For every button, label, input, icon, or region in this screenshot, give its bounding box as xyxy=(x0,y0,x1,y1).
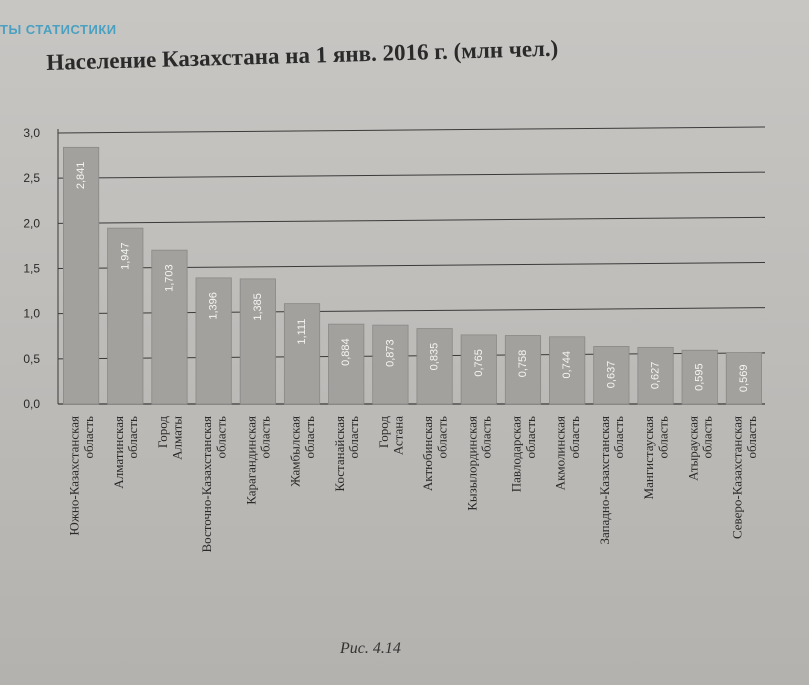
bar-value-label: 1,947 xyxy=(119,242,131,270)
bar xyxy=(151,249,188,405)
bar-value-label: 1,396 xyxy=(208,292,220,320)
x-category-label: Павлодарскаяобласть xyxy=(509,416,538,492)
bar xyxy=(107,227,144,405)
y-tick-label: 2,5 xyxy=(23,171,40,185)
bar-value-label: 0,569 xyxy=(738,365,750,393)
bar xyxy=(460,334,497,405)
bar-value-label: 0,627 xyxy=(650,362,662,390)
bar xyxy=(593,346,630,405)
x-category-label: Северо-Казахстанскаяобласть xyxy=(729,416,758,539)
bar xyxy=(416,328,453,405)
bar-value-label: 0,873 xyxy=(384,339,396,367)
bar xyxy=(283,303,321,405)
bar-value-label: 0,835 xyxy=(429,343,441,371)
bar-value-label: 0,884 xyxy=(340,338,352,366)
x-category-label: Костанайскаяобласть xyxy=(332,416,361,492)
bar-value-label: 0,637 xyxy=(605,361,617,389)
gridline xyxy=(57,171,766,179)
x-category-label: Акмолинскаяобласть xyxy=(553,416,582,490)
y-tick-label: 2,0 xyxy=(23,216,40,230)
bar-value-label: 1,385 xyxy=(252,293,264,321)
x-category-label: ГородАлматы xyxy=(155,416,184,460)
bar-value-label: 1,111 xyxy=(296,319,308,345)
bar xyxy=(63,146,100,405)
bar xyxy=(195,277,232,405)
x-category-label: Восточно-Казахстанскаяобласть xyxy=(199,416,228,553)
x-category-label: Актюбинскаяобласть xyxy=(420,416,449,491)
bar xyxy=(725,352,762,405)
y-tick-label: 0,5 xyxy=(23,352,40,366)
x-category-label: Жамбылскаяобласть xyxy=(288,416,317,487)
y-tick-label: 0,0 xyxy=(23,397,40,411)
x-category-label: Алматинскаяобласть xyxy=(111,416,140,489)
bar-value-label: 0,758 xyxy=(517,350,529,378)
bar xyxy=(328,323,365,405)
x-category-label: Атыраускаяобласть xyxy=(685,416,714,481)
y-tick-label: 1,5 xyxy=(23,262,40,276)
y-tick-label: 3,0 xyxy=(23,126,40,140)
x-category-label: ГородАстана xyxy=(376,416,405,456)
figure-caption: Рис. 4.14 xyxy=(340,640,401,657)
x-category-label: Карагандинскаяобласть xyxy=(243,416,272,505)
bar-value-label: 1,703 xyxy=(163,264,175,292)
bar xyxy=(504,335,542,405)
gridline xyxy=(57,216,766,224)
section-header: ТЫ СТАТИСТИКИ xyxy=(0,22,117,37)
bar xyxy=(549,336,586,405)
bar-value-label: 2,841 xyxy=(75,162,87,190)
bar xyxy=(681,349,718,405)
x-category-label: Мангистаускаяобласть xyxy=(641,416,670,499)
bar xyxy=(239,278,276,405)
bar xyxy=(637,346,674,405)
bar-value-label: 0,744 xyxy=(561,351,573,379)
x-category-label: Южно-Казахстанскаяобласть xyxy=(67,416,96,536)
bar xyxy=(372,324,409,405)
bar-value-label: 0,595 xyxy=(694,363,706,391)
gridline xyxy=(57,126,766,134)
y-tick-label: 1,0 xyxy=(23,307,40,321)
bar-value-label: 0,765 xyxy=(473,349,485,377)
x-category-label: Кызылординскаяобласть xyxy=(464,416,493,511)
x-category-label: Западно-Казахстанскаяобласть xyxy=(597,416,626,545)
